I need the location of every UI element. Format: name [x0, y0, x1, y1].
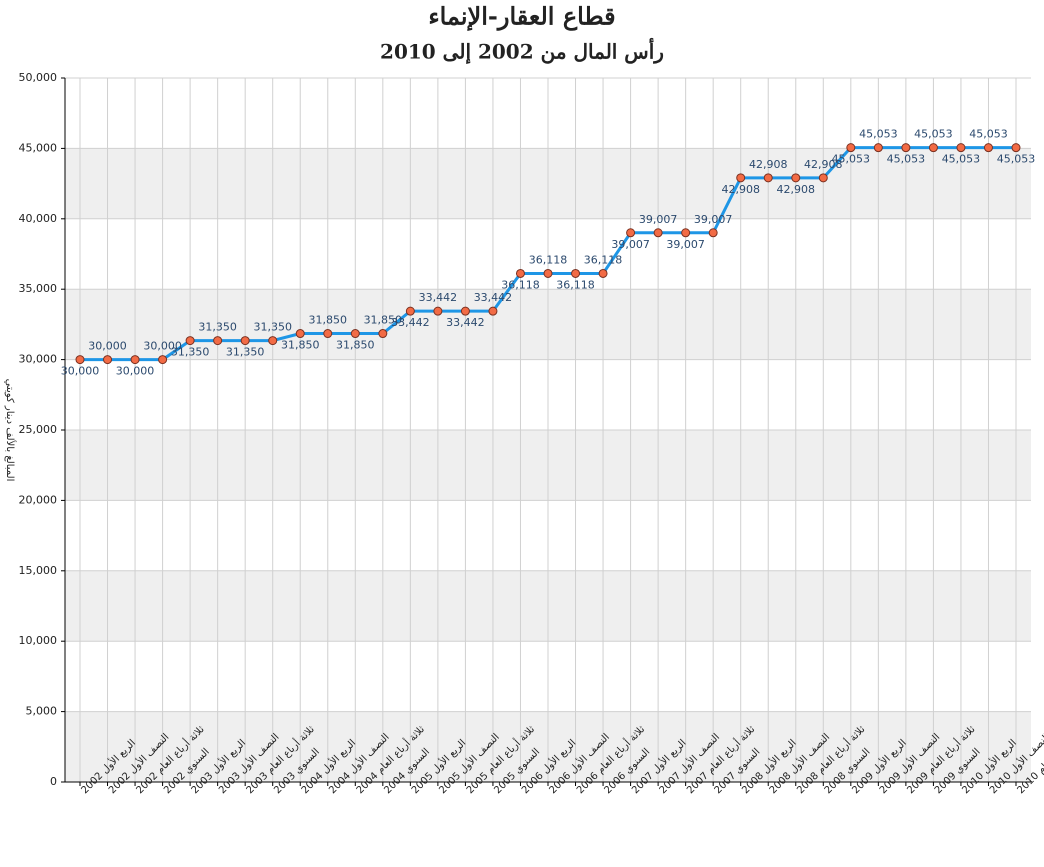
data-point	[350, 329, 360, 339]
data-point	[185, 336, 195, 346]
data-point	[626, 228, 636, 238]
data-label: 36,118	[501, 278, 540, 291]
y-tick-label: 50,000	[19, 71, 58, 84]
data-point	[75, 355, 85, 365]
data-label: 45,053	[859, 128, 898, 141]
data-point	[103, 355, 113, 365]
data-label: 36,118	[556, 278, 595, 291]
y-tick-label: 10,000	[19, 634, 58, 647]
data-point	[268, 336, 278, 346]
data-point	[956, 143, 966, 153]
data-point	[460, 306, 470, 316]
y-tick-label: 15,000	[19, 564, 58, 577]
data-label: 30,000	[61, 365, 100, 378]
data-label: 42,908	[721, 183, 760, 196]
data-point	[158, 355, 168, 365]
data-label: 42,908	[749, 158, 788, 171]
data-label: 39,007	[611, 238, 650, 251]
data-label: 31,350	[253, 321, 292, 334]
data-point	[213, 336, 223, 346]
data-label: 45,053	[832, 153, 871, 166]
data-point	[323, 329, 333, 339]
data-label: 45,053	[887, 153, 926, 166]
data-label: 36,118	[529, 253, 568, 266]
data-label: 31,350	[171, 346, 210, 359]
data-label: 31,350	[226, 346, 265, 359]
data-label: 45,053	[942, 153, 981, 166]
data-label: 45,053	[997, 153, 1036, 166]
data-label: 45,053	[914, 128, 953, 141]
data-point	[901, 143, 911, 153]
data-label: 42,908	[804, 158, 843, 171]
data-label: 45,053	[969, 128, 1008, 141]
y-tick-label: 35,000	[19, 282, 58, 295]
data-point	[295, 329, 305, 339]
y-tick-label: 40,000	[19, 212, 58, 225]
y-tick-label: 30,000	[19, 353, 58, 366]
data-label: 39,007	[694, 213, 733, 226]
data-label: 31,850	[336, 339, 375, 352]
data-point	[873, 143, 883, 153]
data-label: 33,442	[474, 291, 513, 304]
y-tick-label: 5,000	[26, 705, 58, 718]
y-tick-label: 0	[50, 775, 57, 788]
data-point	[653, 228, 663, 238]
data-point	[736, 173, 746, 183]
data-label: 39,007	[639, 213, 678, 226]
y-axis-label: المبالغ بالألف دينار كويتي	[4, 379, 17, 482]
data-point	[433, 306, 443, 316]
data-label: 30,000	[143, 340, 182, 353]
data-point	[681, 228, 691, 238]
data-label: 30,000	[88, 340, 127, 353]
data-point	[488, 306, 498, 316]
data-point	[571, 268, 581, 278]
chart-title: قطاع العقار-الإنماء	[428, 2, 615, 32]
data-label: 33,442	[419, 291, 458, 304]
data-point	[130, 355, 140, 365]
data-label: 31,850	[364, 314, 403, 327]
data-point	[983, 143, 993, 153]
y-tick-label: 45,000	[19, 141, 58, 154]
y-tick-label: 20,000	[19, 493, 58, 506]
data-point	[791, 173, 801, 183]
data-point	[240, 336, 250, 346]
data-label: 33,442	[446, 316, 485, 329]
y-tick-label: 25,000	[19, 423, 58, 436]
data-point	[378, 329, 388, 339]
data-label: 36,118	[584, 253, 623, 266]
data-point	[405, 306, 415, 316]
data-point	[763, 173, 773, 183]
data-point	[846, 143, 856, 153]
data-label: 30,000	[116, 365, 155, 378]
data-label: 31,850	[281, 339, 320, 352]
data-point	[1011, 143, 1021, 153]
data-point	[818, 173, 828, 183]
data-label: 31,850	[309, 314, 348, 327]
data-label: 39,007	[666, 238, 705, 251]
data-point	[928, 143, 938, 153]
data-point	[598, 268, 608, 278]
data-point	[543, 268, 553, 278]
data-point	[515, 268, 525, 278]
data-label: 42,908	[777, 183, 816, 196]
chart-subtitle: رأس المال من 2002 إلى 2010	[380, 38, 664, 65]
data-point	[708, 228, 718, 238]
data-label: 31,350	[198, 321, 237, 334]
data-label: 33,442	[391, 316, 430, 329]
